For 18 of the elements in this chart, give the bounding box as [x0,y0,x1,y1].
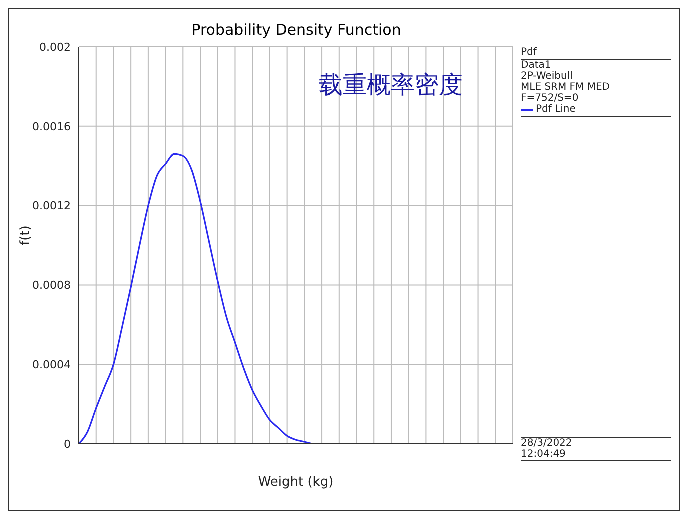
y-tick-label: 0.002 [40,40,71,54]
text: Data1 [521,60,552,71]
y-tick-label: 0.0012 [32,200,71,213]
y-tick-label: 0.0008 [32,279,71,292]
text: 28/3/2022 [521,438,574,449]
legend-label: Pdf Line [521,104,671,115]
y-tick-label: 0.0004 [32,358,71,372]
text: F=752/S=0 [521,93,580,104]
text: 2P-Weibull [521,71,574,82]
chart-title: Probability Density Function [190,21,402,39]
x-axis-title: Weight (kg) [258,475,334,490]
plot-note: 载重概率密度 [319,70,463,101]
y-tick-label: 0.0016 [32,120,71,134]
text: MLE SRM FM MED [521,82,612,93]
y-tick-label: 0 [64,438,71,451]
text: 12:04:49 [521,449,567,460]
y-axis-title: f(t) [18,226,34,246]
legend-title: Pdf [521,47,671,60]
